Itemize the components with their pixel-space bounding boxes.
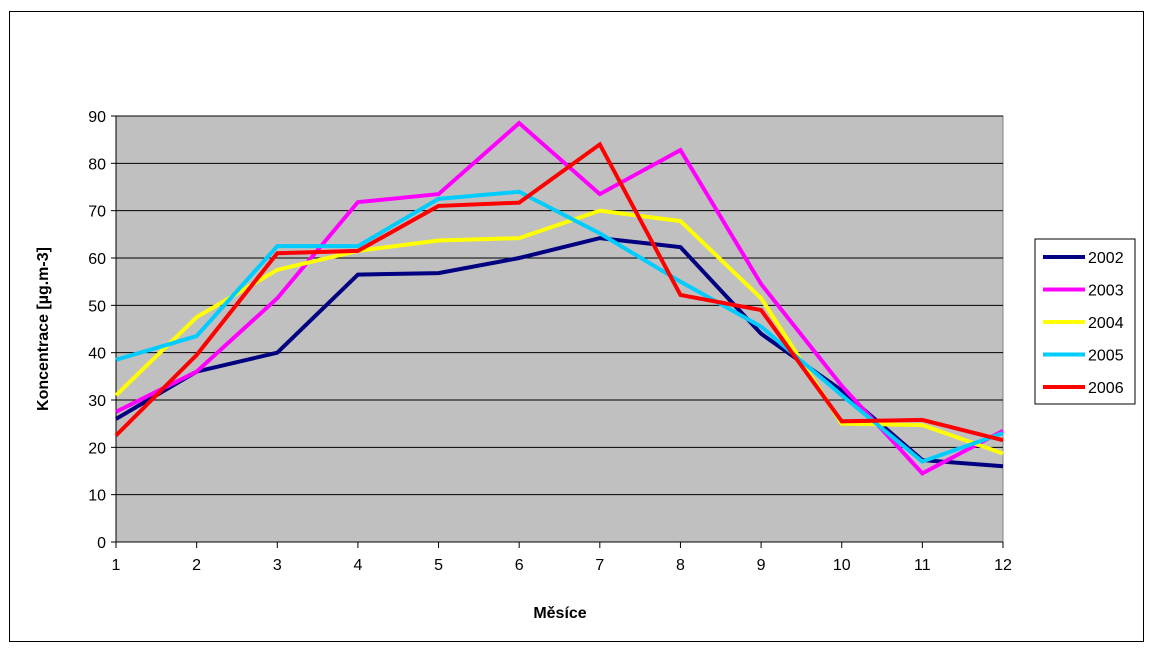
x-tick-label: 11 bbox=[914, 557, 931, 574]
series-line-2005 bbox=[115, 189, 1004, 464]
legend: 2002 2003 2004 2005 2006 bbox=[1034, 238, 1136, 405]
x-tick-label: 12 bbox=[994, 557, 1012, 574]
y-tick-label: 60 bbox=[88, 251, 106, 268]
y-tick-label: 80 bbox=[88, 156, 106, 173]
y-tick-label: 50 bbox=[88, 298, 106, 315]
series-line-2003 bbox=[115, 120, 1004, 476]
y-tick-label: 70 bbox=[88, 204, 106, 221]
plot-area bbox=[115, 115, 1004, 543]
series-lines bbox=[114, 120, 1004, 476]
y-tick-label: 0 bbox=[97, 535, 106, 552]
y-tick-label: 40 bbox=[88, 346, 106, 363]
series-line-2004 bbox=[114, 208, 1004, 456]
y-tick-label: 20 bbox=[88, 440, 106, 457]
x-tick-label: 5 bbox=[434, 557, 443, 574]
x-tick-label: 2 bbox=[192, 557, 201, 574]
x-tick-label: 4 bbox=[353, 557, 362, 574]
x-tick-label: 7 bbox=[595, 557, 604, 574]
legend-label: 2006 bbox=[1088, 380, 1124, 397]
x-tick-label: 10 bbox=[833, 557, 851, 574]
y-tick-label: 90 bbox=[88, 109, 106, 126]
x-tick-label: 6 bbox=[515, 557, 524, 574]
series-line-2006 bbox=[114, 141, 1004, 443]
x-tick-label: 1 bbox=[112, 557, 121, 574]
legend-label: 2005 bbox=[1088, 348, 1124, 365]
axes bbox=[111, 115, 1004, 548]
legend-label: 2002 bbox=[1088, 250, 1124, 267]
x-axis-title: Měsíce bbox=[533, 605, 586, 622]
y-axis-title: Koncentrace [µg.m-3] bbox=[35, 247, 52, 411]
chart-area: 0 10 20 30 40 50 60 70 80 90 1 2 3 4 5 6 7 8 9 10 11 12 Měsíc… bbox=[9, 11, 1144, 642]
y-tick-label: 30 bbox=[88, 393, 106, 410]
legend-label: 2003 bbox=[1088, 283, 1124, 300]
gridlines bbox=[116, 115, 1003, 496]
x-tick-label: 9 bbox=[757, 557, 766, 574]
x-tick-label: 3 bbox=[273, 557, 282, 574]
y-tick-label: 10 bbox=[88, 488, 106, 505]
x-tick-label: 8 bbox=[676, 557, 685, 574]
legend-label: 2004 bbox=[1088, 315, 1124, 332]
